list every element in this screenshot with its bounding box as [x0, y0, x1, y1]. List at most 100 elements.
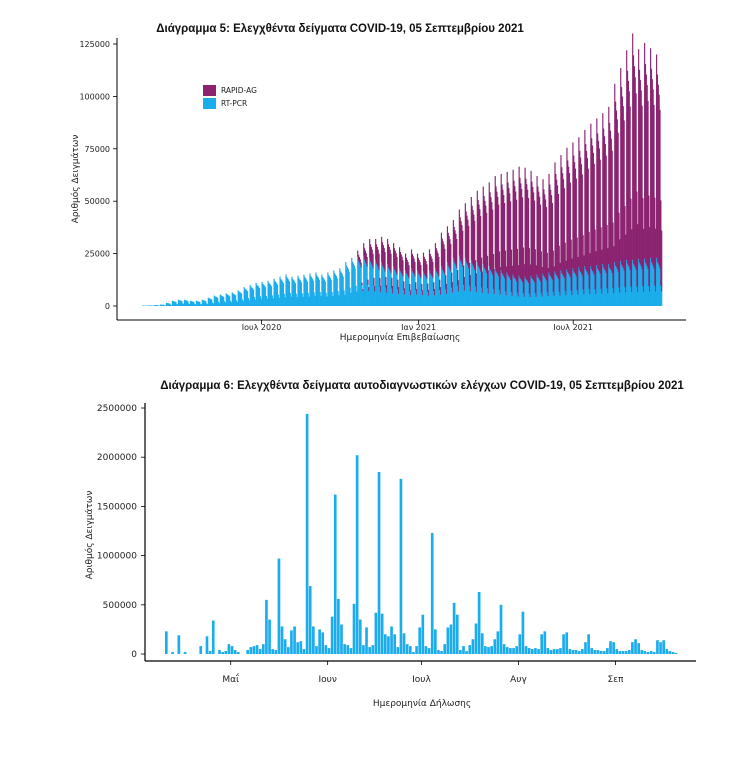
bar-rapid-ag — [416, 289, 418, 295]
bar-rt-pcr — [527, 281, 529, 306]
y-tick-label: 1000000 — [97, 552, 137, 562]
bar-rt-pcr — [291, 276, 293, 306]
bar-self-test — [299, 641, 303, 654]
bar-rt-pcr — [374, 291, 376, 306]
bar-rt-pcr — [447, 265, 449, 306]
bar-rapid-ag — [481, 271, 483, 293]
bar-rt-pcr — [192, 301, 194, 306]
bar-rt-pcr — [511, 295, 513, 306]
bar-rt-pcr — [293, 280, 295, 306]
bar-rt-pcr — [584, 266, 586, 306]
bar-rt-pcr — [555, 274, 557, 306]
bar-rapid-ag — [656, 74, 659, 262]
bar-rt-pcr — [397, 289, 399, 306]
bar-rt-pcr — [420, 278, 422, 306]
bar-rt-pcr — [510, 279, 512, 306]
bar-rapid-ag — [560, 155, 562, 271]
bar-rt-pcr — [631, 292, 633, 306]
bar-rapid-ag — [632, 55, 635, 264]
bar-rapid-ag — [511, 265, 513, 296]
bar-rapid-ag — [395, 253, 397, 273]
bar-self-test — [455, 614, 459, 654]
bar-rt-pcr — [566, 269, 568, 306]
bar-rapid-ag — [394, 250, 396, 271]
bar-self-test — [205, 636, 209, 654]
bar-rt-pcr — [361, 285, 363, 306]
bar-rapid-ag — [626, 50, 628, 260]
legend-label-rapid-ag: RAPID-AG — [221, 86, 257, 95]
bar-rapid-ag — [537, 186, 539, 278]
bar-rt-pcr — [629, 270, 631, 306]
bar-rt-pcr — [655, 291, 657, 306]
bar-rapid-ag — [538, 191, 540, 279]
bar-rt-pcr — [521, 282, 524, 306]
bar-rapid-ag — [568, 166, 570, 274]
bar-rapid-ag — [503, 195, 505, 277]
bar-rapid-ag — [579, 150, 581, 271]
bar-rt-pcr — [161, 304, 163, 306]
bar-rapid-ag — [590, 123, 592, 267]
bar-rt-pcr — [574, 272, 576, 306]
bar-rt-pcr — [366, 266, 368, 306]
bar-self-test — [484, 646, 487, 654]
bar-self-test — [268, 619, 271, 654]
bar-self-test — [615, 649, 619, 654]
bar-rt-pcr — [538, 278, 540, 306]
bar-rt-pcr — [521, 280, 523, 306]
bar-rapid-ag — [621, 87, 623, 265]
bar-rapid-ag — [607, 248, 609, 294]
bar-rt-pcr — [421, 291, 423, 306]
bar-rt-pcr — [508, 276, 510, 306]
bar-rt-pcr — [228, 295, 230, 306]
bar-rt-pcr — [483, 267, 485, 306]
bar-rt-pcr — [197, 301, 199, 306]
bar-rapid-ag — [541, 267, 543, 297]
bar-rt-pcr — [209, 298, 211, 306]
bar-rt-pcr — [257, 285, 259, 306]
bar-rapid-ag — [404, 253, 407, 271]
bar-rt-pcr — [578, 267, 580, 306]
bar-rapid-ag — [363, 243, 365, 256]
bar-rt-pcr — [515, 281, 518, 306]
bar-self-test — [643, 651, 647, 654]
bar-rapid-ag — [558, 245, 560, 292]
bar-rt-pcr — [622, 268, 624, 306]
bar-rt-pcr — [546, 292, 548, 306]
bar-rt-pcr — [352, 261, 354, 306]
bar-rapid-ag — [415, 282, 417, 291]
bar-rt-pcr — [208, 298, 210, 306]
bar-rt-pcr — [261, 281, 263, 306]
bar-rapid-ag — [390, 253, 392, 274]
bar-rapid-ag — [547, 267, 549, 297]
bar-rt-pcr — [196, 301, 198, 306]
bar-self-test — [493, 639, 497, 654]
bar-rt-pcr — [199, 301, 201, 306]
bar-self-test — [471, 639, 475, 654]
bar-rt-pcr — [284, 297, 286, 306]
bar-rt-pcr — [336, 278, 338, 306]
bar-rt-pcr — [225, 293, 227, 306]
bar-rapid-ag — [364, 248, 366, 260]
bar-rapid-ag — [508, 187, 510, 277]
bar-self-test — [562, 634, 565, 654]
bar-rt-pcr — [401, 274, 403, 306]
bar-rt-pcr — [542, 273, 544, 306]
bar-rt-pcr — [410, 268, 413, 306]
bar-rt-pcr — [489, 269, 491, 306]
bar-rt-pcr — [481, 292, 483, 306]
bar-rapid-ag — [368, 287, 370, 291]
bar-rt-pcr — [445, 289, 447, 306]
bar-self-test — [593, 650, 597, 654]
bar-rt-pcr — [344, 294, 346, 306]
bar-rapid-ag — [602, 113, 604, 265]
bar-rapid-ag — [586, 151, 588, 271]
bar-rt-pcr — [623, 270, 625, 306]
bar-rapid-ag — [438, 256, 440, 277]
bar-rt-pcr — [389, 270, 391, 306]
bar-rapid-ag — [461, 225, 463, 264]
bar-rapid-ag — [360, 262, 362, 268]
bar-rt-pcr — [231, 292, 233, 306]
x-tick-label: Μαΐ — [222, 673, 239, 685]
bar-rapid-ag — [531, 181, 533, 279]
